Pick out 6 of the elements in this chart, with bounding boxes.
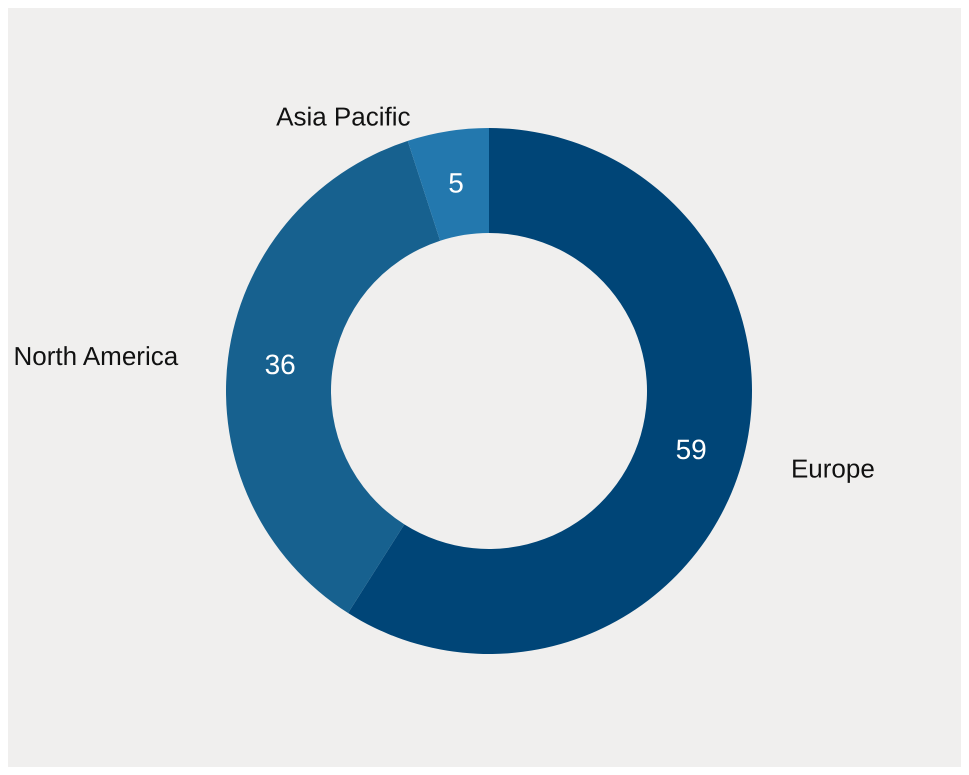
slice-label: North America <box>13 341 179 372</box>
data-label: 59 <box>676 434 707 466</box>
data-label: 36 <box>264 349 296 380</box>
slice-label: Europe <box>790 454 875 484</box>
data-label: 5 <box>448 168 464 199</box>
slice-label: Asia Pacific <box>276 101 411 132</box>
